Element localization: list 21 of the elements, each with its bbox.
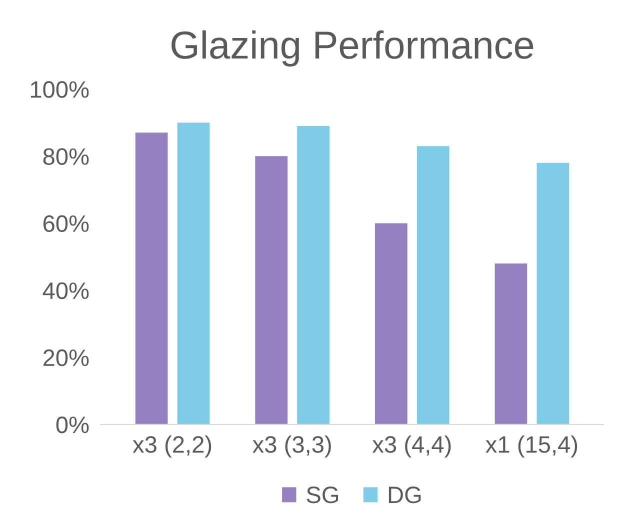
bar (375, 223, 408, 424)
y-tick-label: 40% (42, 282, 89, 300)
bar (255, 156, 288, 424)
x-tick-label: x1 (15,4) (486, 436, 578, 458)
chart-title: Glazing Performance (172, 30, 534, 67)
bar (536, 162, 570, 424)
x-tick-label: x3 (4,4) (372, 436, 451, 458)
legend-label: DG (388, 486, 421, 504)
legend-label: SG (306, 486, 338, 504)
x-tick-label: x3 (2,2) (132, 436, 212, 458)
y-tick-label: 60% (43, 215, 89, 232)
y-tick-label: 80% (43, 148, 89, 165)
y-tick-label: 0% (56, 416, 89, 434)
y-tick-label: 100% (30, 81, 89, 98)
bar (177, 122, 210, 424)
bar (416, 146, 450, 424)
bar (297, 126, 330, 424)
y-tick-label: 20% (43, 349, 89, 366)
bar (494, 263, 528, 424)
bar (135, 132, 168, 424)
x-tick-label: x3 (3,3) (252, 436, 331, 458)
